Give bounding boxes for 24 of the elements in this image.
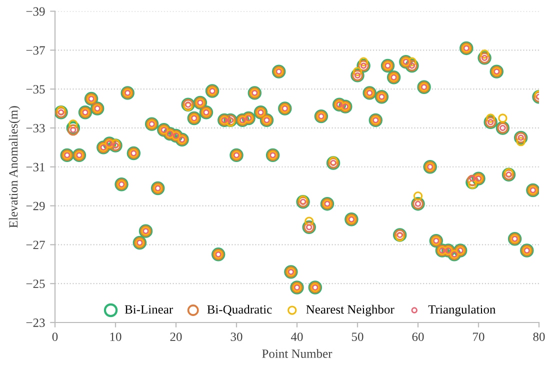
y-tick-label: −27 bbox=[26, 240, 45, 250]
y-tick-label: −25 bbox=[26, 280, 45, 288]
x-tick-label: 80 bbox=[533, 332, 545, 342]
legend-label: Bi-Quadratic bbox=[207, 304, 272, 316]
y-tick-label: −31 bbox=[26, 162, 45, 172]
y-tick-label: −29 bbox=[26, 202, 45, 210]
y-tick-label: −39 bbox=[26, 7, 45, 16]
legend-label: Bi-Linear bbox=[124, 305, 174, 314]
x-tick-label: 10 bbox=[110, 332, 122, 342]
x-tick-label: 0 bbox=[52, 332, 58, 342]
y-tick-label: −35 bbox=[26, 85, 45, 94]
x-tick-label: 30 bbox=[230, 332, 242, 342]
x-tick-label: 50 bbox=[352, 332, 364, 342]
legend-label: Nearest Neighbor bbox=[306, 304, 394, 316]
x-axis-title: Point Number bbox=[262, 349, 332, 358]
x-tick-label: 20 bbox=[170, 332, 182, 342]
x-tick-label: 40 bbox=[290, 332, 303, 342]
y-axis-title: Elevation Anomalies(m) bbox=[8, 106, 20, 228]
y-tick-label: −23 bbox=[26, 318, 45, 327]
x-tick-label: 60 bbox=[412, 332, 424, 342]
x-tick-label: 70 bbox=[473, 332, 484, 342]
y-tick-label: −33 bbox=[26, 124, 45, 132]
legend-label: Triangulation bbox=[428, 304, 496, 316]
y-tick-label: −37 bbox=[26, 46, 45, 55]
